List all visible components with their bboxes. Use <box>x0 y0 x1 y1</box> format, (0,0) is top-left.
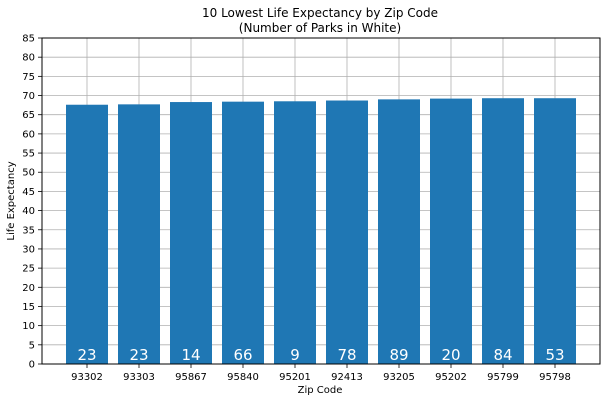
park-count-label: 66 <box>233 346 252 364</box>
park-count-label: 78 <box>337 346 356 364</box>
x-tick-label: 95867 <box>175 372 207 383</box>
y-tick-label: 35 <box>22 225 35 236</box>
park-count-label: 84 <box>493 346 512 364</box>
park-count-label: 20 <box>441 346 460 364</box>
y-tick-label: 60 <box>22 129 35 140</box>
park-count-label: 89 <box>389 346 408 364</box>
y-tick-label: 50 <box>22 168 35 179</box>
plot-frame <box>41 37 601 365</box>
park-count-labels: 23 23 14 66 9 78 89 20 84 53 <box>77 346 564 364</box>
park-count-label: 14 <box>181 346 200 364</box>
x-tick-label: 92413 <box>331 372 363 383</box>
bar <box>222 101 264 364</box>
park-count-label: 9 <box>290 346 300 364</box>
y-tick-label: 5 <box>29 340 35 351</box>
bar <box>534 98 576 365</box>
y-tick-label: 70 <box>22 91 35 102</box>
y-tick-label: 15 <box>22 302 35 313</box>
bar <box>482 98 524 365</box>
y-tick-label: 0 <box>29 360 35 371</box>
y-tick-label: 10 <box>22 321 35 332</box>
x-tick-label: 93205 <box>383 372 415 383</box>
bar <box>66 104 108 364</box>
y-tick-label: 85 <box>22 34 35 45</box>
y-axis-label: Life Expectancy <box>6 161 17 240</box>
bar <box>118 104 160 364</box>
y-tick-label: 25 <box>22 264 35 275</box>
x-tick-label: 93303 <box>123 372 155 383</box>
y-tick-label: 45 <box>22 187 35 198</box>
axis-layer: 0 5 10 15 20 25 30 35 40 45 50 55 60 65 70 75 80 85 93302 9… <box>22 34 571 384</box>
park-count-label: 23 <box>129 346 148 364</box>
x-tick-label: 95202 <box>435 372 467 383</box>
bar <box>430 98 472 364</box>
y-tick-label: 80 <box>22 53 35 64</box>
y-tick-label: 55 <box>22 149 35 160</box>
bar <box>326 100 368 365</box>
chart-title: 10 Lowest Life Expectancy by Zip Code <box>202 6 438 20</box>
park-count-label: 23 <box>77 346 96 364</box>
bar <box>274 101 316 365</box>
x-tick-label: 95799 <box>487 372 519 383</box>
y-tick-label: 30 <box>22 244 35 255</box>
y-tick-label: 40 <box>22 206 35 217</box>
x-tick-label: 95840 <box>227 372 259 383</box>
x-tick-label: 93302 <box>71 372 103 383</box>
y-tick-label: 65 <box>22 110 35 121</box>
x-axis-label: Zip Code <box>298 385 343 396</box>
bar-layer <box>66 98 576 365</box>
bar <box>170 102 212 364</box>
y-tick-label: 20 <box>22 283 35 294</box>
x-tick-label: 95201 <box>279 372 311 383</box>
chart-subtitle: (Number of Parks in White) <box>239 21 401 35</box>
bar <box>378 99 420 364</box>
y-tick-label: 75 <box>22 72 35 83</box>
park-count-label: 53 <box>545 346 564 364</box>
x-tick-label: 95798 <box>539 372 571 383</box>
